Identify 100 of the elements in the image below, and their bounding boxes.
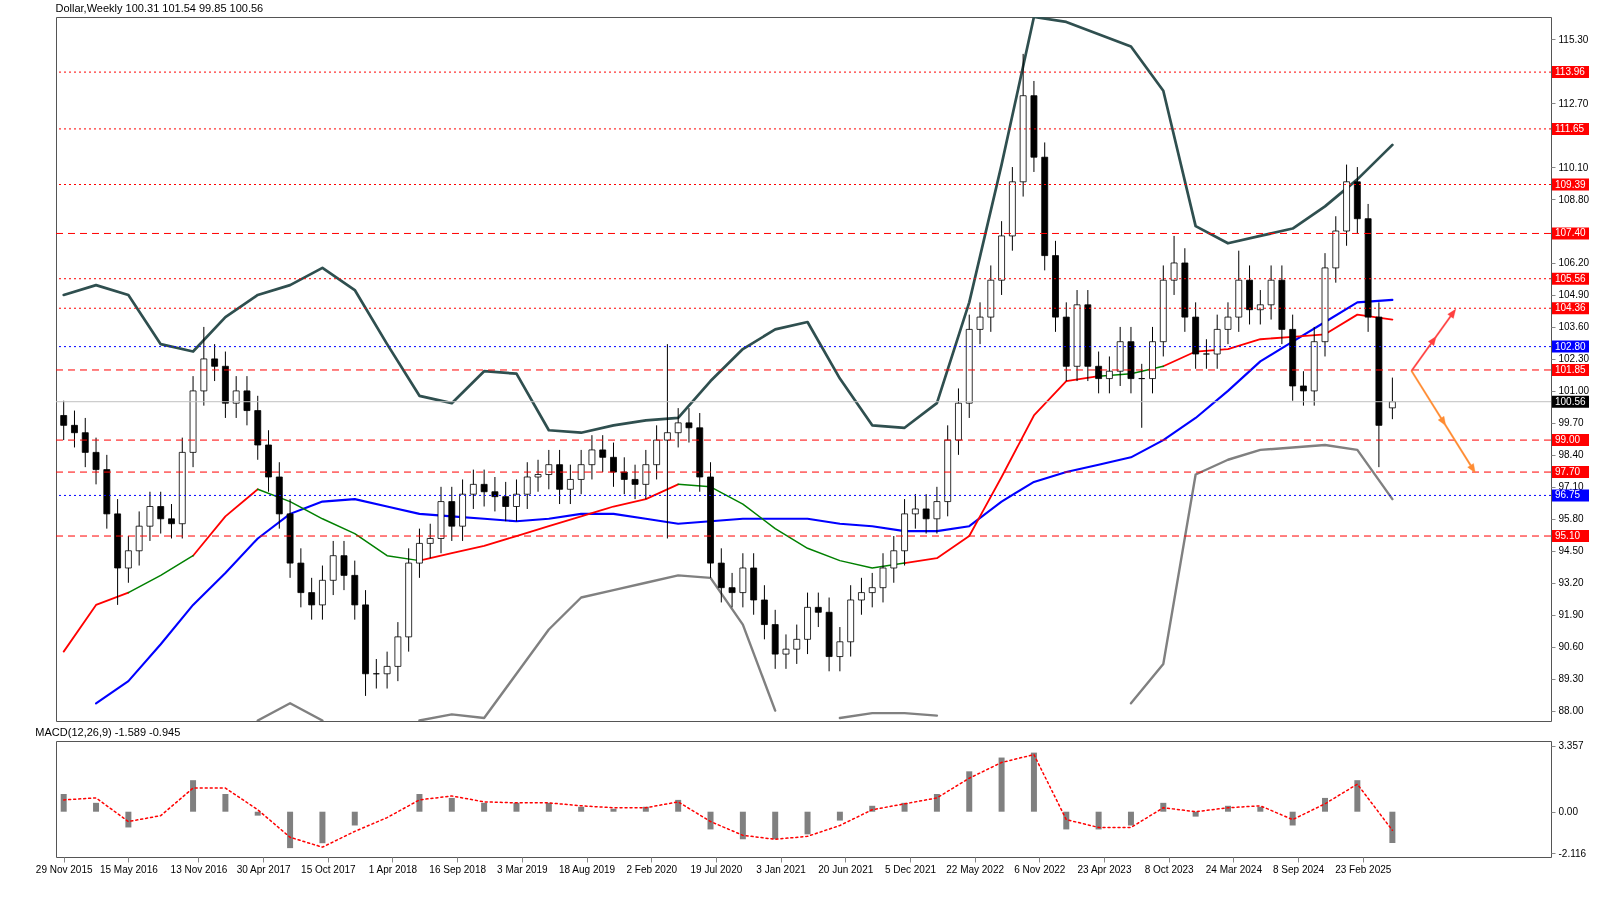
candlestick [1300, 370, 1307, 407]
y-tick-label: 103.60 [1558, 321, 1590, 333]
candlestick [340, 540, 348, 591]
x-tick-label: 5 Dec 2021 [884, 863, 937, 875]
x-tick-label: 15 Oct 2017 [301, 863, 356, 875]
y-tick-label: 115.30 [1558, 33, 1589, 45]
candlestick [502, 481, 510, 522]
bar [93, 802, 100, 812]
candlestick [664, 343, 671, 539]
bar [901, 802, 908, 812]
candlestick [1203, 338, 1210, 370]
candlestick [211, 343, 219, 382]
bar [1030, 752, 1037, 812]
y-tick-label: 106.20 [1558, 257, 1590, 269]
candlestick [599, 434, 607, 473]
candlestick [480, 469, 488, 507]
candlestick [566, 464, 574, 505]
candlestick [1105, 355, 1113, 394]
bar [998, 757, 1005, 812]
candlestick [728, 572, 736, 608]
ref-line-label: 97.70 [1555, 466, 1581, 478]
candlestick [243, 375, 251, 426]
candlestick [814, 592, 822, 628]
x-tick-label: 13 Nov 2016 [170, 863, 228, 875]
y-tick-label: 94.50 [1558, 545, 1584, 557]
candlestick [685, 407, 693, 444]
x-tick-label: 23 Feb 2025 [1335, 863, 1392, 875]
y-tick-label: 104.90 [1558, 289, 1590, 301]
ref-line-label: 95.10 [1555, 530, 1581, 542]
x-tick-label: 18 Aug 2019 [558, 863, 616, 875]
x-tick-label: 8 Oct 2023 [1144, 863, 1195, 875]
ref-line-label: 105.56 [1555, 272, 1587, 284]
candlestick [383, 651, 391, 690]
ref-line-label: 111.65 [1555, 122, 1585, 134]
candlestick [1095, 351, 1103, 394]
candlestick [232, 375, 240, 419]
candlestick [469, 469, 477, 510]
x-tick-label: 3 Mar 2019 [497, 863, 549, 875]
x-tick-label: 8 Sep 2024 [1272, 863, 1325, 875]
candlestick [1224, 301, 1232, 345]
bar [416, 793, 423, 812]
candlestick [868, 572, 876, 608]
bar [545, 802, 552, 812]
candlestick [911, 493, 919, 530]
y-tick-label: 90.60 [1558, 641, 1584, 653]
candlestick [545, 449, 553, 490]
bar [1354, 780, 1361, 812]
x-tick-label: 6 Nov 2022 [1014, 863, 1066, 875]
x-tick-label: 15 May 2016 [99, 863, 159, 875]
y-tick-label: 108.80 [1558, 193, 1590, 205]
ref-line-label: 101.85 [1555, 363, 1587, 375]
candlestick [858, 577, 865, 616]
candlestick [1256, 289, 1264, 325]
bar [804, 811, 811, 835]
y-tick-label: 95.80 [1558, 513, 1584, 525]
bar [319, 811, 326, 844]
bar [254, 811, 261, 816]
bar [222, 793, 229, 812]
y-tick-label: 3.357 [1558, 740, 1584, 752]
x-tick-label: 23 Apr 2023 [1077, 863, 1132, 875]
candlestick [146, 491, 154, 542]
candlestick [793, 624, 801, 665]
candlestick [879, 552, 887, 603]
bar [739, 811, 746, 840]
bar [578, 806, 585, 812]
x-tick-label: 22 May 2022 [946, 863, 1005, 875]
ref-line-label: 99.00 [1555, 434, 1581, 446]
bar [1389, 811, 1396, 843]
y-tick-label: 89.30 [1558, 673, 1584, 685]
bar [351, 811, 358, 826]
candlestick [631, 464, 639, 500]
bar [287, 811, 294, 849]
candlestick [620, 456, 628, 495]
y-tick-label: 0.00 [1558, 806, 1579, 818]
candlestick [124, 535, 132, 584]
bar [966, 771, 973, 812]
bar [933, 793, 940, 812]
candlestick [416, 528, 423, 579]
x-tick-label: 16 Sep 2018 [429, 863, 487, 875]
y-tick-label: 99.70 [1558, 417, 1584, 429]
y-tick-label: 101.00 [1558, 385, 1590, 397]
y-tick-label: 102.30 [1558, 353, 1590, 365]
candlestick [92, 437, 100, 485]
candlestick [426, 523, 434, 559]
x-tick-label: 3 Jan 2021 [756, 863, 807, 875]
bar [448, 797, 455, 812]
bar [513, 802, 520, 812]
y-tick-label: -2.116 [1558, 847, 1587, 859]
candlestick [308, 577, 316, 621]
y-tick-label: 91.90 [1558, 609, 1584, 621]
candlestick [523, 461, 531, 510]
candlestick [60, 400, 68, 441]
bar [1322, 797, 1328, 812]
bar [772, 811, 779, 840]
x-tick-label: 19 Jul 2020 [690, 863, 743, 875]
candlestick [922, 493, 930, 535]
bar [1192, 811, 1199, 817]
candlestick [577, 449, 585, 495]
bar [60, 793, 67, 812]
candlestick [534, 459, 542, 493]
